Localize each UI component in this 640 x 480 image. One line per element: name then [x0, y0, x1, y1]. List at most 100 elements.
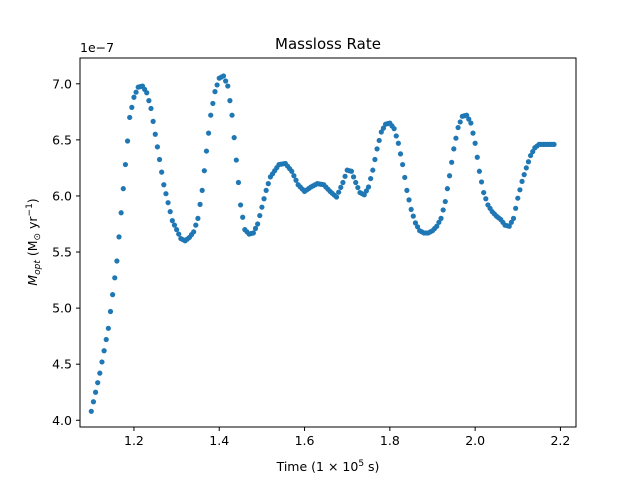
data-point	[293, 177, 299, 183]
x-tick-label: 2.2	[550, 433, 570, 448]
data-point	[220, 73, 227, 79]
data-point	[259, 204, 265, 210]
data-point	[438, 215, 444, 221]
data-point	[144, 90, 150, 96]
data-point	[154, 144, 161, 150]
data-point	[476, 168, 482, 174]
data-point	[289, 168, 295, 174]
data-point	[167, 209, 173, 215]
data-point	[510, 215, 517, 221]
data-point	[105, 325, 111, 331]
data-point	[412, 220, 419, 226]
x-axis-label-exponent: 5	[358, 459, 364, 469]
data-point	[336, 189, 342, 195]
data-point	[483, 196, 489, 202]
data-point	[391, 126, 397, 132]
data-point	[353, 179, 359, 186]
data-point	[530, 149, 536, 155]
x-tick-label: 1.8	[380, 433, 400, 448]
data-point	[380, 125, 387, 131]
data-point	[513, 205, 519, 211]
x-axis-label: Time (1 × 105 s)	[276, 459, 380, 474]
data-point	[97, 370, 103, 376]
data-point	[229, 112, 235, 118]
data-point	[365, 184, 372, 190]
data-point	[408, 206, 414, 213]
y-tick-label: 5.5	[52, 245, 72, 260]
data-point	[376, 137, 382, 144]
data-point	[508, 219, 514, 225]
data-point	[88, 408, 94, 414]
data-point	[333, 194, 340, 200]
data-point	[208, 112, 214, 118]
x-axis-label-unit: s)	[364, 459, 379, 474]
data-point	[449, 159, 455, 165]
data-point	[203, 148, 210, 154]
data-point	[257, 212, 263, 219]
y-tick-label: 6.0	[52, 188, 72, 203]
data-point	[225, 83, 231, 89]
data-point	[527, 152, 534, 159]
data-point	[231, 135, 237, 141]
chart-title: Massloss Rate	[275, 35, 381, 53]
y-axis-label-sun-symbol: ⊙	[33, 233, 43, 241]
y-tick-label: 4.0	[52, 413, 72, 428]
data-point	[361, 192, 367, 198]
data-point	[122, 161, 129, 168]
data-point	[478, 179, 485, 185]
data-point	[250, 230, 256, 236]
y-axis-label-unit-close: )	[25, 198, 40, 203]
data-point	[127, 114, 133, 121]
data-point	[103, 336, 109, 343]
y-tick-label: 4.5	[52, 357, 72, 372]
data-point	[442, 198, 448, 205]
data-point	[370, 167, 376, 173]
data-point	[227, 98, 233, 104]
data-point	[101, 348, 107, 354]
data-point	[517, 187, 523, 193]
data-point	[210, 100, 216, 107]
data-point	[201, 168, 207, 174]
data-point	[214, 82, 220, 88]
data-point	[159, 169, 165, 175]
data-point	[223, 78, 229, 84]
data-point	[116, 234, 122, 240]
data-point	[120, 186, 126, 192]
data-point	[129, 104, 135, 110]
data-point	[148, 105, 154, 112]
data-point	[523, 165, 529, 171]
data-point	[255, 221, 261, 227]
data-point	[133, 89, 139, 95]
data-point	[261, 196, 267, 202]
data-point	[99, 359, 105, 365]
data-point	[444, 186, 451, 192]
data-point	[372, 156, 378, 163]
y-tick-label: 7.0	[52, 76, 72, 91]
data-point	[161, 182, 167, 188]
x-axis-label-main: Time (1 × 10	[276, 459, 359, 474]
data-point	[114, 258, 120, 264]
data-point	[457, 119, 463, 125]
data-point	[402, 174, 408, 181]
data-point	[163, 191, 169, 197]
data-point	[152, 131, 158, 137]
data-point	[400, 161, 406, 168]
data-point	[348, 168, 355, 174]
y-axis-label-group: Mopt (M⊙ yr−1)	[25, 198, 43, 285]
y-axis-label-subscript: opt	[33, 260, 43, 275]
x-tick-label: 2.0	[465, 433, 485, 448]
data-point	[340, 179, 346, 186]
data-point	[124, 138, 131, 144]
data-point	[191, 229, 197, 235]
data-point	[112, 275, 118, 281]
data-point	[506, 223, 512, 229]
data-point	[193, 222, 199, 228]
data-point	[451, 146, 457, 152]
data-point	[410, 213, 416, 219]
data-point	[368, 175, 374, 182]
data-point	[92, 389, 99, 395]
y-axis-label-symbol: M	[25, 275, 40, 286]
data-point	[374, 146, 380, 152]
